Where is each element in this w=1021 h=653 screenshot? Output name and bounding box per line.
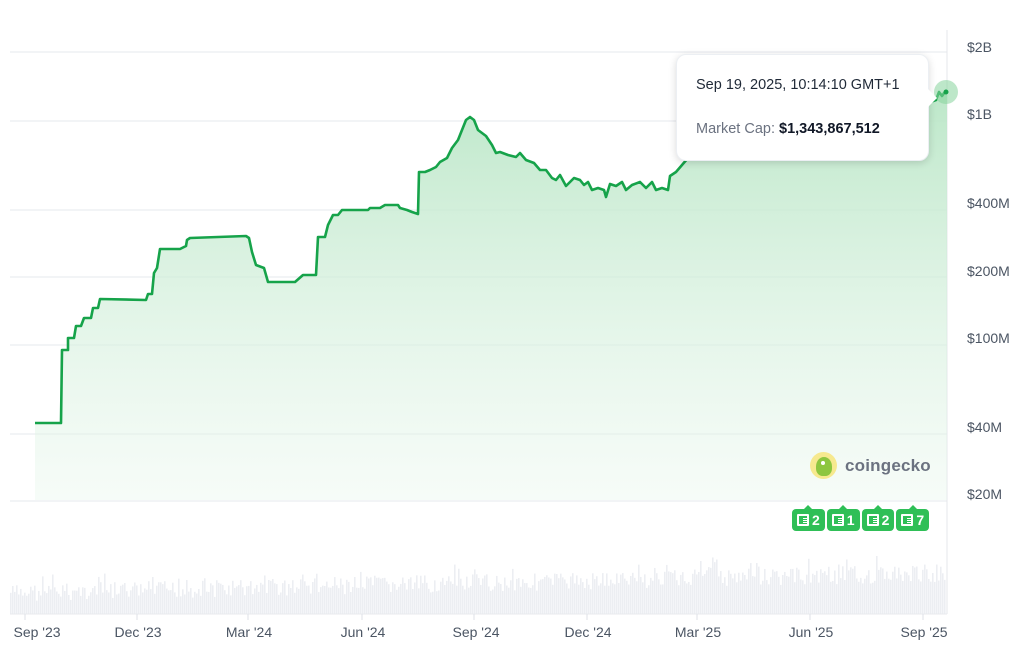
news-count: 7 — [916, 512, 925, 528]
x-ticks — [24, 614, 924, 620]
newspaper-icon — [866, 514, 879, 526]
market-cap-line — [35, 90, 947, 425]
tooltip-market-cap-row: Market Cap: $1,343,867,512 — [696, 121, 880, 137]
news-badge[interactable]: 7 — [896, 505, 930, 531]
x-tick-sep-23: Sep '23 — [13, 624, 61, 640]
news-badges: 2 1 2 7 — [792, 505, 930, 531]
x-tick-jun-24: Jun '24 — [340, 624, 386, 640]
x-tick-sep-25: Sep '25 — [900, 624, 948, 640]
x-tick-mar-24: Mar '24 — [225, 624, 273, 640]
y-tick-40m: $40M — [967, 419, 1003, 435]
x-tick-dec-23: Dec '23 — [114, 624, 162, 640]
newspaper-icon — [831, 514, 844, 526]
news-badge[interactable]: 2 — [792, 505, 825, 531]
chart-tooltip: Sep 19, 2025, 10:14:10 GMT+1 Market Cap:… — [676, 54, 937, 161]
y-tick-100m: $100M — [967, 330, 1010, 346]
news-count: 1 — [846, 512, 855, 528]
newspaper-icon — [901, 514, 914, 526]
x-tick-sep-24: Sep '24 — [452, 624, 500, 640]
hover-marker-dot — [943, 89, 949, 95]
y-tick-200m: $200M — [967, 263, 1010, 279]
y-tick-2b: $2B — [967, 39, 992, 55]
x-tick-mar-25: Mar '25 — [674, 624, 722, 640]
x-tick-dec-24: Dec '24 — [564, 624, 612, 640]
news-count: 2 — [812, 512, 820, 528]
market-cap-area — [35, 92, 947, 500]
y-tick-1b: $1B — [967, 106, 992, 122]
tooltip-pointer — [928, 89, 937, 107]
tooltip-value: $1,343,867,512 — [779, 121, 880, 137]
y-tick-20m: $20M — [967, 486, 1003, 502]
news-badge[interactable]: 2 — [861, 505, 895, 531]
x-tick-jun-25: Jun '25 — [788, 624, 834, 640]
tooltip-label: Market Cap: — [696, 121, 775, 137]
newspaper-icon — [797, 514, 809, 526]
watermark-text: coingecko — [845, 455, 931, 475]
tooltip-date: Sep 19, 2025, 10:14:10 GMT+1 — [696, 77, 900, 93]
coingecko-logo-icon — [810, 452, 837, 479]
y-tick-400m: $400M — [967, 195, 1010, 211]
coingecko-watermark: coingecko — [810, 452, 931, 479]
volume-bars — [10, 556, 946, 614]
news-badge[interactable]: 1 — [826, 505, 860, 531]
news-count: 2 — [881, 512, 890, 528]
